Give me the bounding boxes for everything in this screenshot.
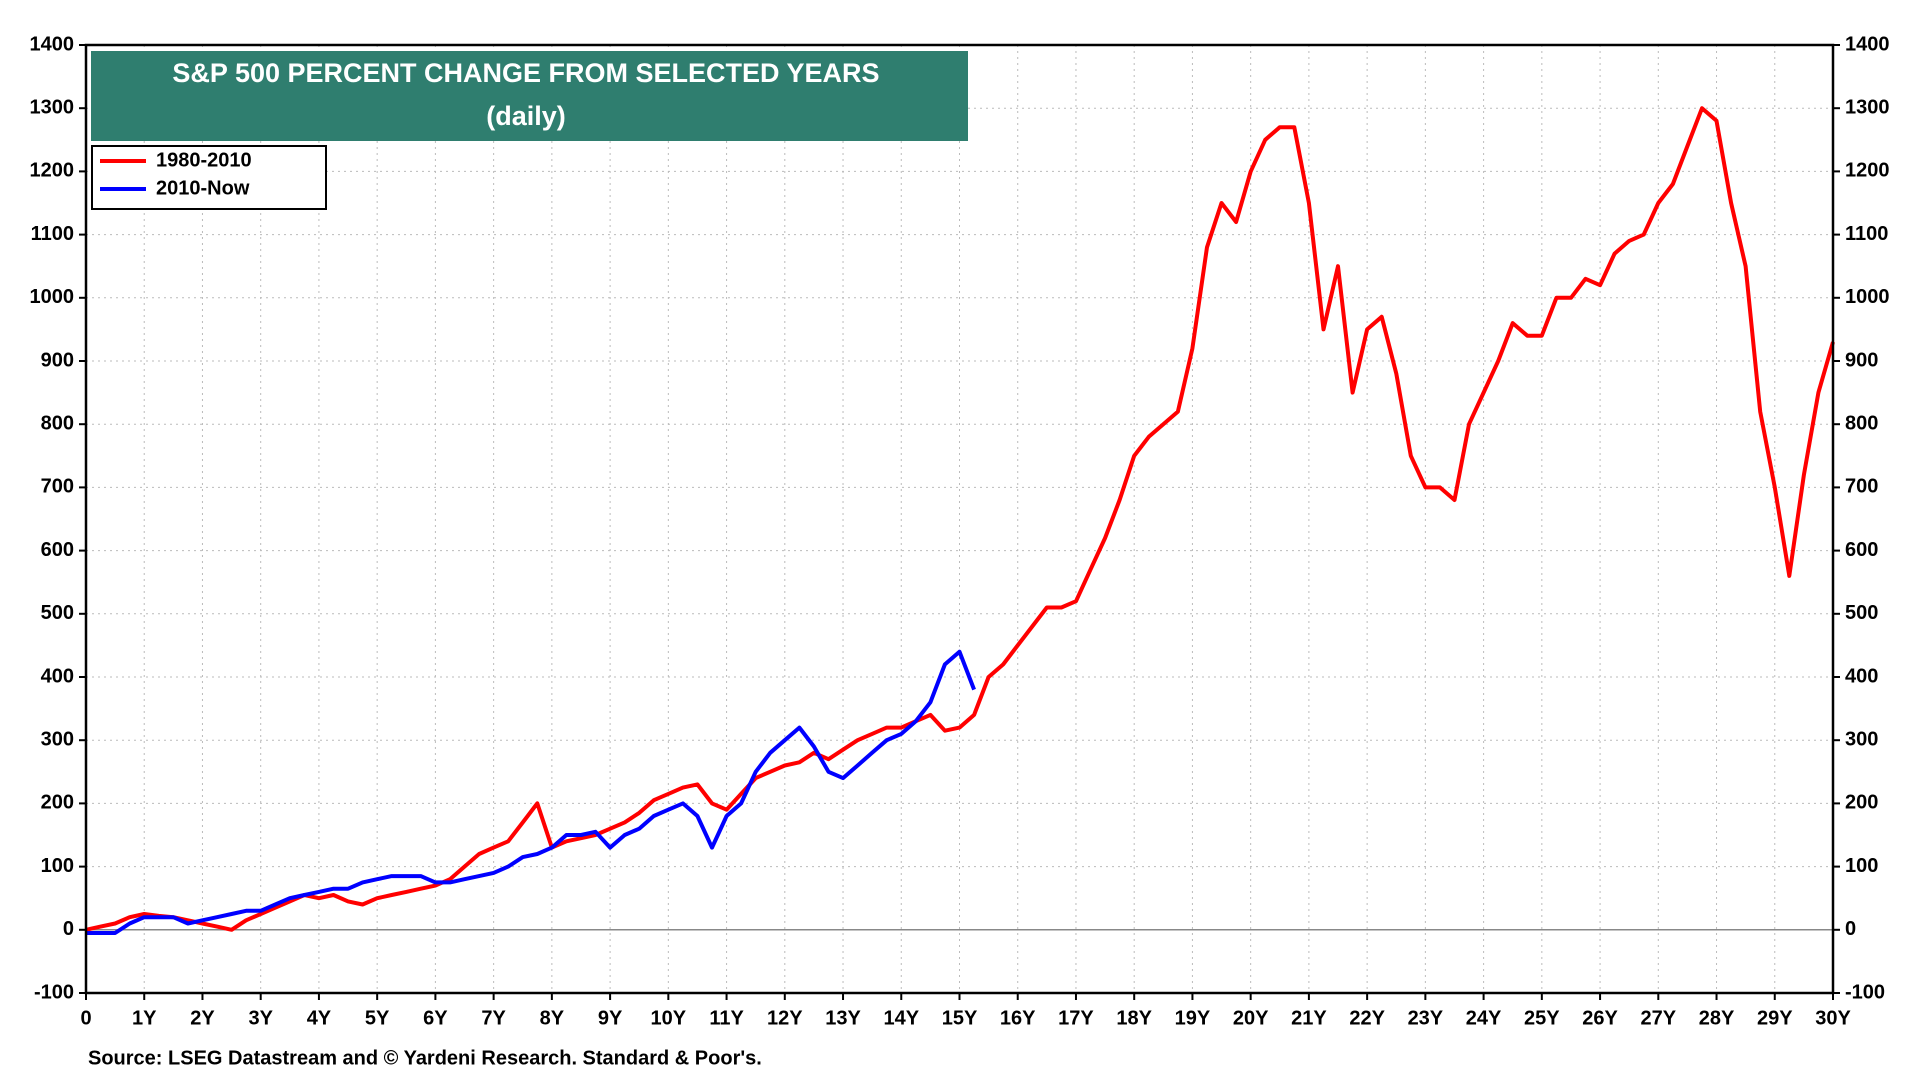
x-tick-label: 14Y xyxy=(883,1007,919,1029)
y-tick-label: 900 xyxy=(41,349,74,371)
source-note: Source: LSEG Datastream and © Yardeni Re… xyxy=(88,1047,762,1069)
y-tick-label-right: 1300 xyxy=(1845,96,1890,118)
x-tick-label: 2Y xyxy=(190,1007,215,1029)
y-tick-label: 1100 xyxy=(31,223,74,245)
x-tick-label: 26Y xyxy=(1582,1007,1618,1029)
x-tick-label: 29Y xyxy=(1757,1007,1793,1029)
y-tick-label-right: 1100 xyxy=(1845,223,1888,245)
y-tick-label: 1400 xyxy=(30,33,75,55)
x-tick-label: 7Y xyxy=(481,1007,506,1029)
x-tick-label: 20Y xyxy=(1233,1007,1269,1029)
y-tick-label: 0 xyxy=(63,918,74,940)
x-tick-label: 4Y xyxy=(307,1007,332,1029)
y-tick-label: 1300 xyxy=(30,96,75,118)
y-tick-label-right: 300 xyxy=(1845,728,1878,750)
y-tick-label: 400 xyxy=(41,665,74,687)
y-tick-label: 1000 xyxy=(30,286,75,308)
x-tick-label: 6Y xyxy=(423,1007,448,1029)
x-tick-label: 12Y xyxy=(767,1007,803,1029)
x-tick-label: 21Y xyxy=(1291,1007,1327,1029)
series-line xyxy=(85,106,1835,932)
x-tick-label: 28Y xyxy=(1699,1007,1735,1029)
y-tick-label-right: 400 xyxy=(1845,665,1878,687)
x-tick-label: 25Y xyxy=(1524,1007,1560,1029)
y-tick-label-right: 800 xyxy=(1845,412,1878,434)
y-tick-label: 700 xyxy=(41,476,74,498)
x-tick-label: 16Y xyxy=(1000,1007,1036,1029)
chart-title: S&P 500 PERCENT CHANGE FROM SELECTED YEA… xyxy=(172,58,879,88)
x-tick-label: 8Y xyxy=(540,1007,565,1029)
series-line xyxy=(86,649,976,935)
legend-label: 2010-Now xyxy=(156,177,250,199)
x-tick-label: 27Y xyxy=(1641,1007,1677,1029)
x-tick-label: 23Y xyxy=(1408,1007,1444,1029)
y-tick-label-right: 1200 xyxy=(1845,160,1890,182)
x-tick-label: 24Y xyxy=(1466,1007,1502,1029)
x-tick-label: 19Y xyxy=(1175,1007,1211,1029)
y-tick-label: 800 xyxy=(41,412,74,434)
legend-label: 1980-2010 xyxy=(156,149,252,171)
x-tick-label: 17Y xyxy=(1058,1007,1094,1029)
x-tick-label: 13Y xyxy=(825,1007,861,1029)
y-tick-label-right: 700 xyxy=(1845,476,1878,498)
y-tick-label-right: 1400 xyxy=(1845,33,1890,55)
legend-box xyxy=(91,145,327,210)
y-tick-label: 200 xyxy=(41,792,74,814)
title-box xyxy=(91,51,968,141)
x-tick-label: 18Y xyxy=(1116,1007,1152,1029)
y-tick-label: 500 xyxy=(41,602,74,624)
x-tick-label: 9Y xyxy=(598,1007,623,1029)
y-tick-label-right: 600 xyxy=(1845,539,1878,561)
x-tick-label: 11Y xyxy=(709,1007,744,1029)
x-tick-label: 15Y xyxy=(942,1007,978,1029)
x-tick-label: 30Y xyxy=(1815,1007,1851,1029)
x-tick-label: 5Y xyxy=(365,1007,390,1029)
y-tick-label: 100 xyxy=(41,855,74,877)
y-tick-label-right: -100 xyxy=(1845,981,1885,1003)
y-tick-label: -100 xyxy=(34,981,74,1003)
x-tick-label: 1Y xyxy=(132,1007,157,1029)
y-tick-label-right: 0 xyxy=(1845,918,1856,940)
y-tick-label-right: 900 xyxy=(1845,349,1878,371)
y-tick-label-right: 500 xyxy=(1845,602,1878,624)
plot-frame xyxy=(84,43,1835,995)
y-tick-label-right: 1000 xyxy=(1845,286,1890,308)
y-tick-label: 300 xyxy=(41,728,74,750)
x-tick-label: 10Y xyxy=(651,1007,687,1029)
x-tick-label: 0 xyxy=(80,1007,91,1029)
chart-subtitle: (daily) xyxy=(486,101,566,131)
x-tick-label: 22Y xyxy=(1349,1007,1385,1029)
y-tick-label-right: 100 xyxy=(1845,855,1878,877)
y-tick-label: 1200 xyxy=(30,160,75,182)
x-tick-label: 3Y xyxy=(248,1007,273,1029)
y-tick-label-right: 200 xyxy=(1845,792,1878,814)
y-tick-label: 600 xyxy=(41,539,74,561)
